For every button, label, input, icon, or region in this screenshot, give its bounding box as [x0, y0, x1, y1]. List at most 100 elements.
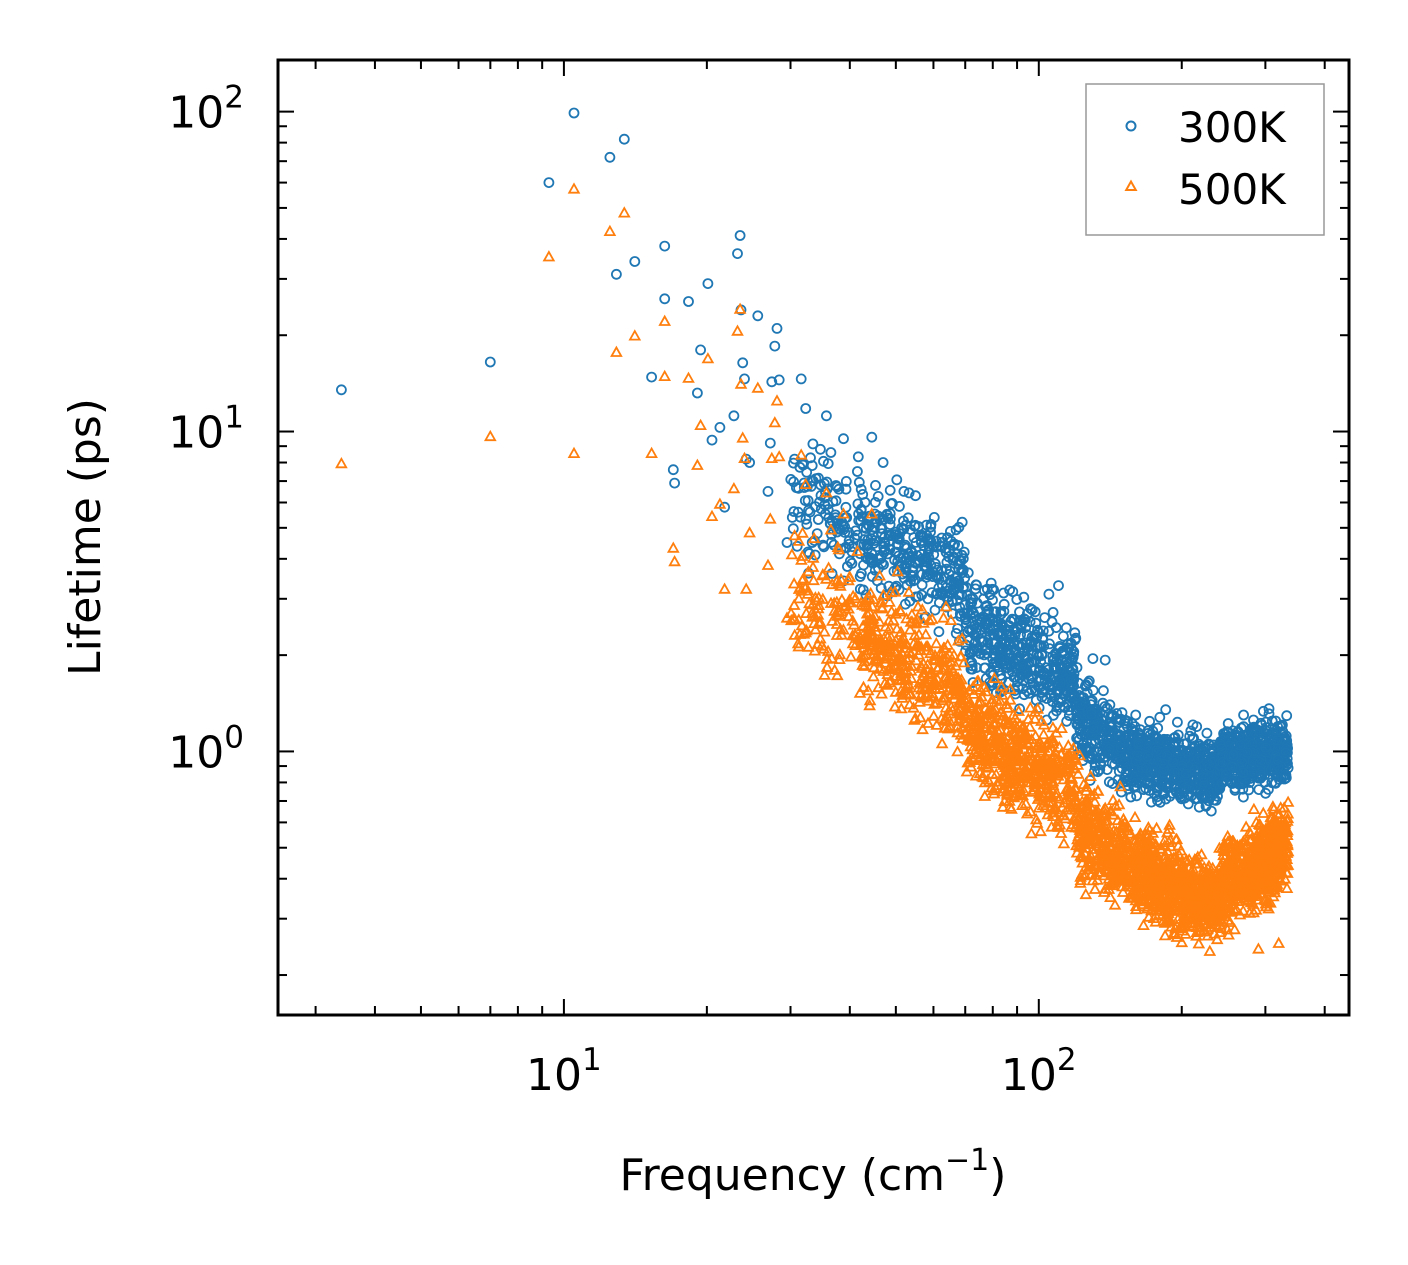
- data-point-300k: [1181, 745, 1193, 757]
- data-point-300k: [1160, 793, 1172, 805]
- data-point-500k: [658, 369, 672, 382]
- data-point-300k: [984, 629, 996, 641]
- data-point-300k: [1087, 653, 1099, 664]
- data-point-500k: [733, 302, 747, 314]
- data-point-300k: [971, 622, 983, 633]
- data-point-300k: [1058, 700, 1070, 712]
- data-point-300k: [872, 490, 884, 502]
- data-point-300k: [1086, 748, 1098, 760]
- data-point-500k: [542, 250, 556, 262]
- data-point-300k: [667, 464, 679, 476]
- data-point-300k: [891, 474, 903, 486]
- data-point-300k: [865, 533, 877, 545]
- data-point-500k: [666, 541, 680, 553]
- data-point-300k: [943, 568, 955, 580]
- data-point-300k: [960, 581, 972, 593]
- data-point-500k: [738, 451, 751, 464]
- data-point-300k: [1218, 728, 1229, 739]
- data-point-300k: [1272, 754, 1284, 766]
- data-point-300k: [953, 563, 965, 575]
- data-point-300k: [1135, 775, 1147, 787]
- data-point-500k: [772, 450, 786, 462]
- data-point-300k: [837, 519, 849, 531]
- data-point-300k: [1058, 630, 1069, 642]
- data-point-300k: [734, 230, 746, 241]
- data-point-300k: [1053, 580, 1064, 591]
- data-point-300k: [1258, 705, 1269, 717]
- data-point-300k: [659, 293, 671, 305]
- data-point-300k: [1116, 786, 1127, 798]
- data-point-300k: [953, 521, 965, 533]
- data-point-500k: [701, 352, 715, 364]
- data-point-300k: [1180, 768, 1192, 779]
- data-point-300k: [933, 626, 945, 638]
- data-point-300k: [1094, 757, 1106, 769]
- data-point-300k: [860, 552, 872, 563]
- data-point-300k: [1198, 777, 1209, 788]
- data-point-300k: [922, 593, 934, 605]
- data-point-300k: [604, 151, 616, 163]
- data-point-300k: [1105, 710, 1117, 721]
- data-point-300k: [1168, 766, 1180, 778]
- data-point-300k: [921, 569, 933, 580]
- data-point-300k: [1192, 753, 1204, 765]
- data-point-300k: [800, 403, 812, 414]
- data-point-300k: [659, 240, 671, 252]
- data-point-300k: [1210, 795, 1222, 806]
- data-point-300k: [1237, 783, 1249, 795]
- data-point-300k: [1086, 752, 1098, 764]
- data-point-300k: [971, 662, 982, 673]
- data-point-300k: [825, 447, 837, 458]
- data-point-300k: [853, 476, 865, 488]
- data-point-300k: [1104, 699, 1116, 711]
- data-point-300k: [945, 526, 956, 537]
- data-point-300k: [1161, 737, 1173, 749]
- data-point-300k: [1048, 709, 1059, 721]
- data-point-300k: [1204, 761, 1216, 773]
- data-point-500k: [763, 512, 777, 524]
- data-point-300k: [1160, 704, 1172, 716]
- data-point-300k: [1103, 743, 1115, 755]
- data-point-300k: [788, 506, 800, 517]
- data-point-300k: [914, 530, 926, 542]
- data-point-300k: [1035, 681, 1046, 693]
- data-point-300k: [737, 357, 749, 369]
- data-point-300k: [965, 663, 977, 675]
- data-point-300k: [1231, 726, 1243, 738]
- data-point-300k: [1238, 791, 1249, 803]
- data-point-300k: [867, 557, 879, 569]
- data-point-300k: [911, 550, 923, 561]
- data-point-300k: [1036, 691, 1048, 703]
- data-point-500k: [610, 345, 623, 357]
- data-point-300k: [919, 555, 931, 567]
- data-point-500k: [751, 381, 765, 393]
- data-point-300k: [1040, 662, 1052, 673]
- data-point-300k: [1233, 732, 1245, 743]
- data-point-300k: [1071, 662, 1083, 673]
- data-point-300k: [1014, 703, 1025, 715]
- data-point-300k: [936, 532, 948, 544]
- data-point-300k: [692, 387, 703, 399]
- data-point-300k: [1069, 627, 1081, 639]
- data-point-300k: [1205, 786, 1217, 798]
- data-point-300k: [1225, 751, 1237, 763]
- data-point-500k: [765, 451, 779, 464]
- data-point-300k: [916, 535, 927, 547]
- data-point-300k: [989, 648, 1000, 660]
- data-point-500k: [770, 394, 784, 406]
- data-point-300k: [1026, 640, 1038, 652]
- data-point-300k: [1047, 607, 1059, 618]
- data-point-300k: [1099, 654, 1111, 666]
- data-point-300k: [813, 472, 824, 484]
- data-point-300k: [1125, 791, 1137, 803]
- data-point-300k: [877, 457, 889, 468]
- data-point-300k: [1194, 740, 1206, 752]
- data-point-300k: [797, 459, 809, 471]
- data-point-300k: [1049, 670, 1061, 682]
- data-point-300k: [1083, 675, 1095, 687]
- data-point-300k: [902, 512, 914, 524]
- data-point-300k: [771, 322, 783, 334]
- data-point-300k: [856, 538, 868, 550]
- data-point-300k: [1047, 696, 1058, 707]
- data-point-500k: [691, 458, 704, 470]
